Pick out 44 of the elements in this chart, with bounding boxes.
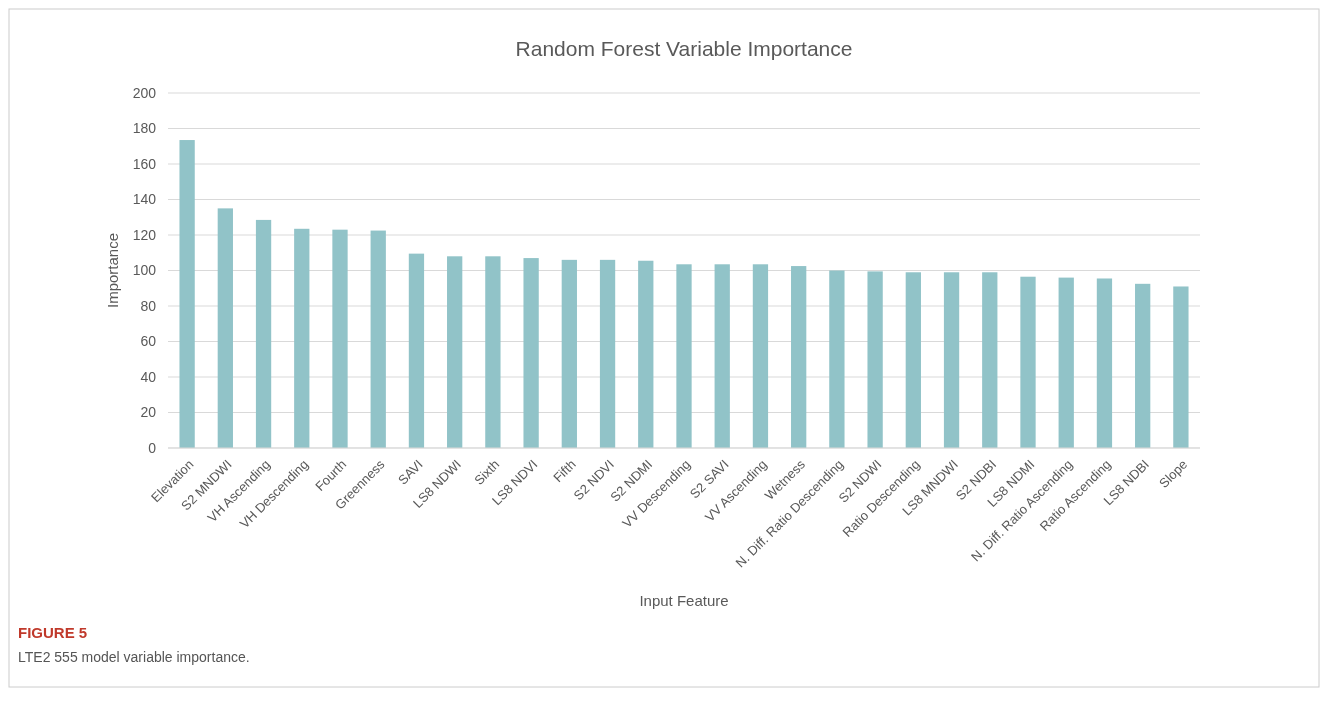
y-tick-label: 0 (148, 439, 157, 456)
bar (255, 219, 272, 448)
bar (332, 229, 348, 448)
y-tick-label: 120 (132, 226, 157, 243)
bar (408, 253, 425, 448)
y-tick-label: 20 (140, 404, 157, 421)
bar (217, 208, 233, 448)
y-tick-label: 80 (140, 297, 157, 314)
x-tick-label: Fifth (550, 456, 579, 486)
bar (1058, 277, 1074, 448)
bar (1096, 278, 1113, 448)
bar (1135, 283, 1151, 448)
x-axis-title: Input Feature (639, 592, 729, 609)
y-tick-label: 160 (132, 155, 157, 172)
y-tick-label: 100 (132, 262, 157, 279)
y-tick-label: 180 (132, 120, 157, 137)
bar (829, 270, 845, 448)
y-tick-label: 40 (140, 368, 157, 385)
bar (485, 256, 501, 448)
caption: FIGURE 5 (18, 624, 88, 641)
bar (752, 264, 769, 448)
bar (905, 272, 921, 448)
bar (561, 259, 577, 448)
bar (294, 228, 310, 448)
bar (599, 259, 616, 448)
bar (1020, 276, 1036, 448)
bar (1173, 286, 1189, 448)
bar (676, 264, 692, 448)
bar (179, 140, 195, 448)
bar (943, 272, 960, 448)
bar (791, 266, 807, 448)
y-tick-label: 140 (132, 191, 157, 208)
bar (370, 230, 386, 448)
text: LTE2 555 model variable importance. (18, 649, 250, 665)
bar (638, 260, 654, 448)
bar (447, 256, 463, 448)
y-tick-label: 60 (140, 333, 157, 350)
y-axis-title: Importance (104, 232, 121, 309)
chart-title: Random Forest Variable Importance (515, 37, 853, 60)
y-tick-label: 200 (132, 84, 157, 101)
bar (523, 258, 539, 448)
bar (714, 264, 730, 448)
bar (867, 271, 883, 448)
bar (982, 272, 998, 448)
